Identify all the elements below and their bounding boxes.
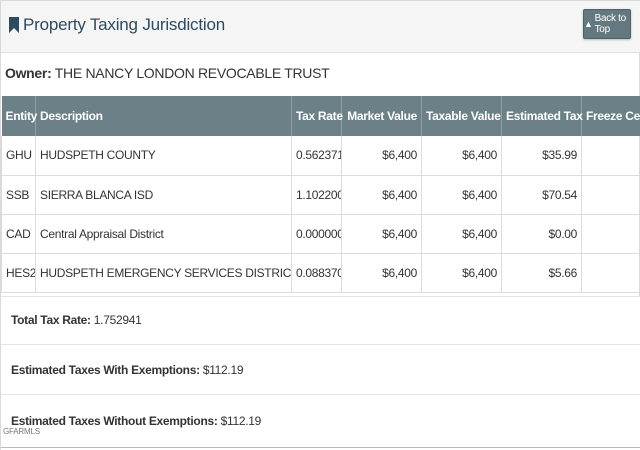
arrow-up-icon: ▲ (584, 19, 593, 29)
back-to-top-label: Back to Top (594, 13, 627, 35)
cell-freeze-ceiling (581, 253, 640, 292)
cell-freeze-ceiling (581, 136, 640, 175)
total-tax-rate-value: 1.752941 (93, 313, 142, 327)
cell-entity: SSB (1, 175, 36, 214)
cell-taxable-value: $6,400 (421, 136, 502, 175)
cell-market-value: $6,400 (341, 175, 422, 214)
cell-estimated-tax: $5.66 (501, 253, 582, 292)
taxes-without-exemptions-value: $112.19 (220, 414, 262, 428)
cell-tax-rate: 0.088370 (291, 253, 342, 292)
col-header-freeze-ceiling: Freeze Ceiling (581, 96, 640, 136)
col-header-taxable-value: Taxable Value (421, 96, 502, 136)
back-to-top-button[interactable]: ▲ Back to Top (583, 9, 631, 39)
tax-jurisdiction-table: Entity Description Tax Rate Market Value… (1, 96, 640, 293)
cell-taxable-value: $6,400 (421, 214, 502, 253)
total-tax-rate-row: Total Tax Rate: 1.752941 (1, 296, 640, 344)
cell-estimated-tax: $70.54 (501, 175, 582, 214)
owner-value: THE NANCY LONDON REVOCABLE TRUST (54, 65, 330, 81)
cell-market-value: $6,400 (341, 253, 422, 292)
bookmark-icon (9, 17, 19, 33)
cell-freeze-ceiling (581, 175, 640, 214)
table-row: CAD Central Appraisal District 0.000000 … (1, 214, 640, 253)
total-tax-rate-label: Total Tax Rate: (11, 313, 91, 327)
cell-market-value: $6,400 (341, 136, 422, 175)
cell-description: Central Appraisal District (35, 214, 292, 253)
cell-tax-rate: 1.102200 (291, 175, 342, 214)
taxes-without-exemptions-label: Estimated Taxes Without Exemptions: (11, 414, 218, 428)
watermark-text: GFARMLS (3, 427, 40, 436)
table-row: GHU HUDSPETH COUNTY 0.562371 $6,400 $6,4… (1, 136, 640, 175)
cell-tax-rate: 0.562371 (291, 136, 342, 175)
cell-description: HUDSPETH COUNTY (35, 136, 292, 175)
owner-label: Owner: (5, 65, 52, 81)
taxes-with-exemptions-row: Estimated Taxes With Exemptions: $112.19 (1, 344, 640, 394)
cell-estimated-tax: $0.00 (501, 214, 582, 253)
col-header-description: Description (35, 96, 292, 136)
cell-description: SIERRA BLANCA ISD (35, 175, 292, 214)
cell-estimated-tax: $35.99 (501, 136, 582, 175)
col-header-estimated-tax: Estimated Tax (501, 96, 583, 136)
col-header-market-value: Market Value (341, 96, 422, 136)
cell-entity: HES2 (1, 253, 36, 292)
cell-tax-rate: 0.000000 (291, 214, 342, 253)
panel-title: Property Taxing Jurisdiction (9, 15, 225, 35)
table-header-row: Entity Description Tax Rate Market Value… (1, 96, 640, 136)
table-row: HES2 HUDSPETH EMERGENCY SERVICES DISTRIC… (1, 253, 640, 292)
cell-market-value: $6,400 (341, 214, 422, 253)
cell-taxable-value: $6,400 (421, 253, 502, 292)
col-header-entity: Entity (1, 96, 37, 136)
cell-description: HUDSPETH EMERGENCY SERVICES DISTRICT #2 (35, 253, 292, 292)
cell-entity: GHU (1, 136, 36, 175)
cell-taxable-value: $6,400 (421, 175, 502, 214)
cell-entity: CAD (1, 214, 36, 253)
taxes-with-exemptions-label: Estimated Taxes With Exemptions: (11, 363, 200, 377)
taxes-with-exemptions-value: $112.19 (202, 363, 244, 377)
bottom-divider (1, 447, 640, 448)
taxes-without-exemptions-row: Estimated Taxes Without Exemptions: $112… (1, 394, 640, 450)
panel-header: Property Taxing Jurisdiction ▲ Back to T… (1, 1, 640, 53)
cell-freeze-ceiling (581, 214, 640, 253)
table-row: SSB SIERRA BLANCA ISD 1.102200 $6,400 $6… (1, 175, 640, 214)
col-header-tax-rate: Tax Rate (291, 96, 343, 136)
owner-line: Owner: THE NANCY LONDON REVOCABLE TRUST (5, 65, 330, 81)
panel-title-text: Property Taxing Jurisdiction (23, 15, 225, 34)
